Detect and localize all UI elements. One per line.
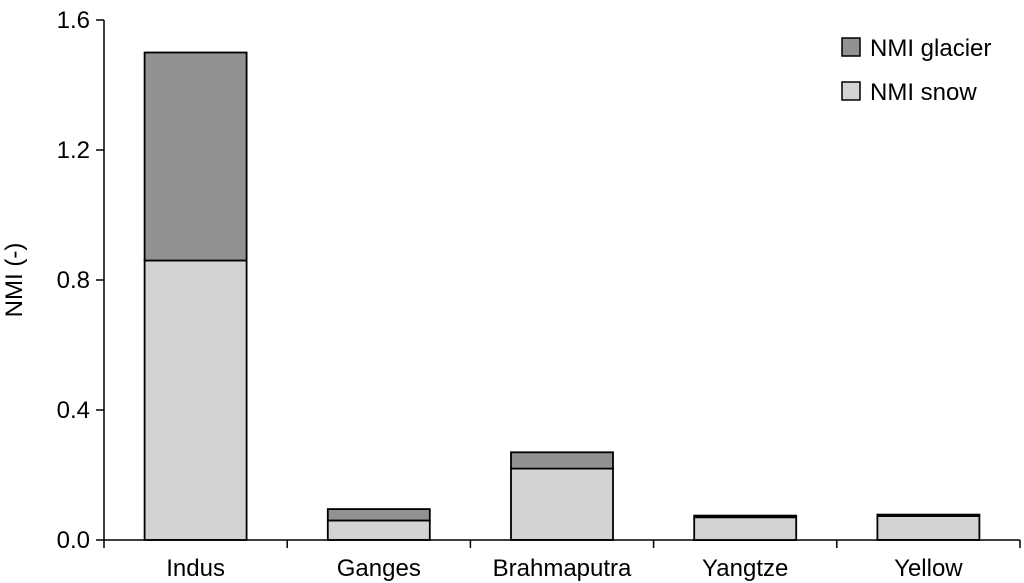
x-tick-label: Indus [166, 555, 225, 582]
x-tick-label: Brahmaputra [493, 555, 632, 582]
bar-indus-nmi-glacier [143, 51, 248, 262]
legend: NMI glacier NMI snow [841, 35, 991, 106]
bar-indus-nmi-snow [143, 259, 248, 541]
y-axis-title: NMI (-) [1, 243, 28, 318]
legend-swatch-nmi-glacier [841, 37, 861, 57]
bar-ganges-nmi-glacier [326, 508, 431, 522]
axes: 0.0 0.4 0.8 1.2 1.6 Indus Ganges Brahmaputra Yan… [57, 7, 1021, 582]
y-tick-label: 1.6 [57, 7, 90, 34]
y-tick-label: 0.8 [57, 267, 90, 294]
x-tick-label: Yangtze [702, 555, 788, 582]
bar-brahmaputra-nmi-glacier [510, 451, 614, 470]
legend-label-nmi-snow: NMI snow [870, 79, 977, 106]
legend-label-nmi-glacier: NMI glacier [870, 35, 991, 62]
x-tick-label: Ganges [337, 555, 421, 582]
bar-yangtze-nmi-glacier [693, 514, 798, 519]
plot-area [143, 51, 981, 541]
bar-yangtze-nmi-snow [693, 516, 798, 541]
y-tick-label: 1.2 [57, 137, 90, 164]
y-tick-label: 0.0 [57, 527, 90, 554]
legend-swatch-nmi-snow [841, 81, 861, 101]
bar-ganges-nmi-snow [326, 519, 431, 541]
bar-yellow-nmi-glacier [876, 513, 981, 517]
bar-yellow-nmi-snow [876, 515, 981, 541]
x-tick-label: Yellow [894, 555, 963, 582]
bar-brahmaputra-nmi-snow [510, 467, 614, 541]
y-tick-label: 0.4 [57, 397, 90, 424]
